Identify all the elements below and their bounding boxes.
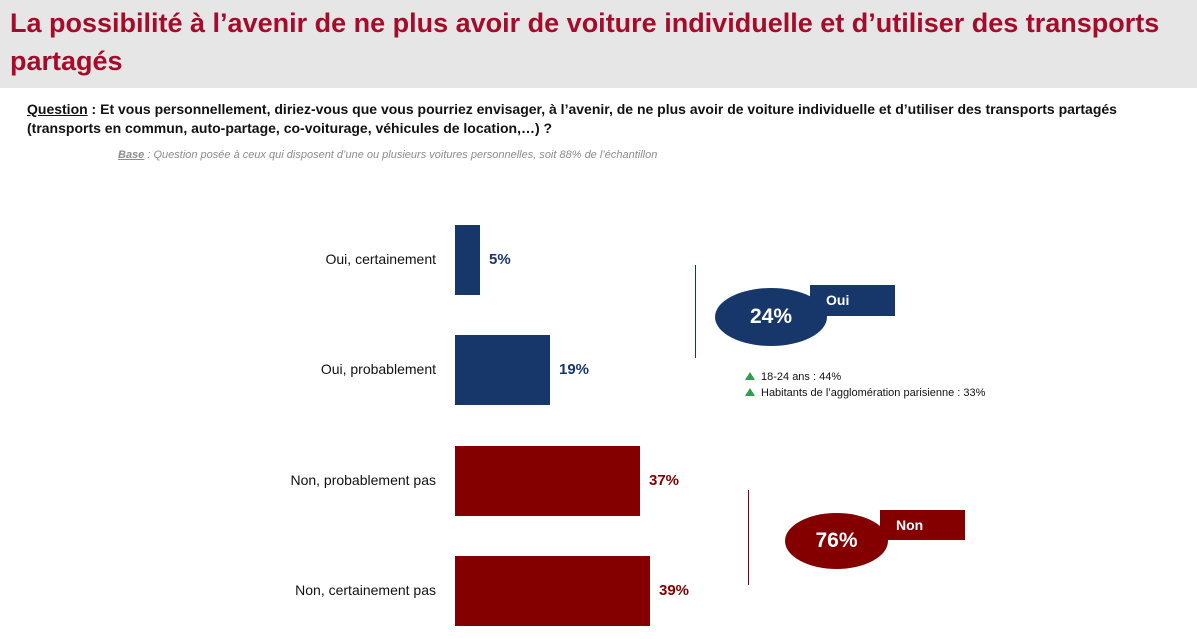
up-arrow-icon	[745, 388, 755, 396]
base-label: Base	[118, 149, 145, 161]
value-label: 39%	[659, 582, 690, 599]
value-label: 19%	[559, 361, 590, 378]
note-text: Habitants de l’agglomération parisienne …	[761, 387, 986, 399]
oui-bracket-line	[695, 265, 696, 358]
base-body: : Question posée à ceux qui disposent d’…	[144, 149, 658, 161]
note-paris: Habitants de l’agglomération parisienne …	[745, 387, 985, 399]
value-label: 37%	[649, 472, 680, 489]
note-18-24: 18-24 ans : 44%	[745, 371, 841, 383]
up-arrow-icon	[745, 372, 755, 380]
bar-non-probablement-pas	[455, 446, 640, 516]
bar-non-certainement-pas	[455, 556, 650, 626]
bar-oui-probablement	[455, 335, 550, 405]
base-note: Base : Question posée à ceux qui dispose…	[118, 149, 657, 161]
page-title: La possibilité à l’avenir de ne plus avo…	[10, 8, 1160, 76]
category-label: Oui, probablement	[320, 361, 436, 377]
question-body: : Et vous personnellement, diriez-vous q…	[27, 101, 1117, 136]
non-total-bubble: 76%	[785, 513, 888, 569]
value-label: 5%	[489, 251, 511, 268]
category-label: Non, certainement pas	[295, 582, 436, 598]
oui-total-bubble: 24%	[715, 288, 827, 346]
non-bracket-line	[748, 490, 749, 585]
note-text: 18-24 ans : 44%	[761, 371, 842, 383]
title-banner: La possibilité à l’avenir de ne plus avo…	[0, 0, 1197, 88]
question-label: Question	[27, 101, 88, 117]
question-text: Question : Et vous personnellement, diri…	[27, 100, 1192, 138]
category-label: Non, probablement pas	[290, 472, 436, 488]
bar-oui-certainement	[455, 225, 480, 295]
non-group-label: Non	[880, 510, 965, 540]
category-label: Oui, certainement	[325, 251, 437, 267]
